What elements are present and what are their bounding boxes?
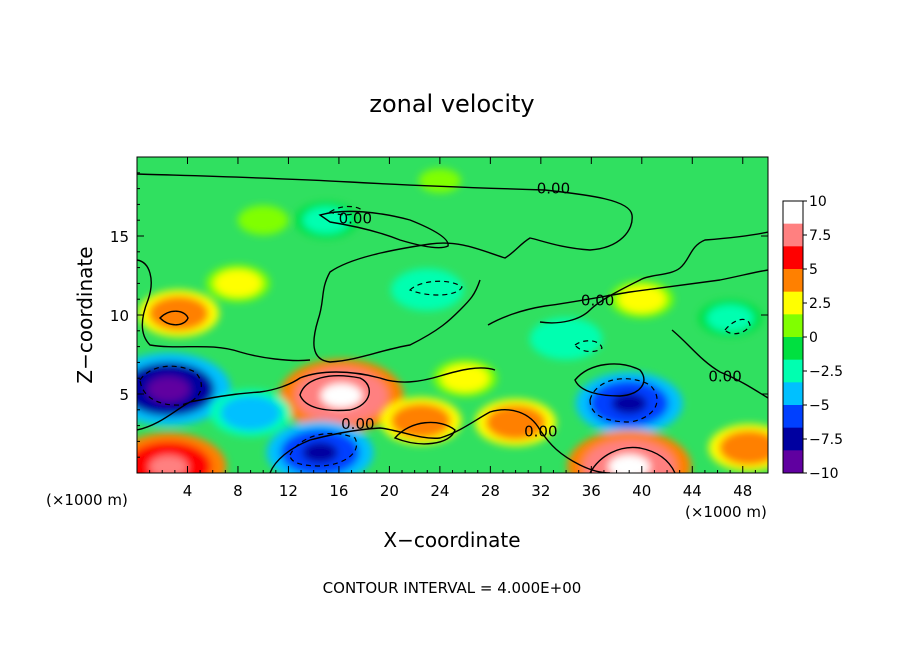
- velocity-field: 0.00 0.00 0.00 0.00 0.00 0.00: [137, 157, 768, 473]
- contour-right: [539, 231, 768, 324]
- field-feature-core: [149, 455, 188, 473]
- y-axis-title: Z−coordinate: [73, 246, 97, 383]
- x-axis: 4 8 12 16 20 24 28 32 36 40 44 48: [149, 157, 756, 500]
- contour-label: 0.00: [341, 415, 374, 433]
- y-axis: 5 10 15: [110, 172, 768, 458]
- colorbar-segment: [783, 291, 803, 315]
- field-feature: [485, 404, 546, 440]
- field-feature-core: [611, 393, 647, 414]
- colorbar-tick-label: −7.5: [809, 432, 843, 448]
- neg-contour-right-cell: [724, 318, 751, 335]
- contour-upper: [318, 210, 449, 249]
- contour-mid: [137, 259, 311, 362]
- field-feature-core: [608, 454, 650, 473]
- field-feature-core: [320, 383, 363, 408]
- colorbar-tick-label: 0: [809, 330, 818, 346]
- neg-contour-lower-vortex: [289, 432, 358, 467]
- contour-label: 0.00: [339, 209, 372, 227]
- neg-contour-right-vortex: [589, 378, 658, 423]
- contour-label: 0.00: [524, 423, 557, 441]
- contour-low: [137, 367, 496, 431]
- field-feature-core: [147, 377, 190, 402]
- colorbar-segment: [783, 427, 803, 451]
- x-unit-label-right: (×1000 m): [685, 503, 767, 521]
- field-feature: [539, 323, 593, 355]
- colorbar-segment: [783, 359, 803, 383]
- negative-contours: [139, 205, 751, 467]
- contour-positive-left: [159, 310, 189, 326]
- x-tick-label: 8: [233, 482, 243, 500]
- x-tick-label: 36: [582, 482, 601, 500]
- y-tick-label: 5: [119, 386, 129, 404]
- colorbar-segment: [783, 314, 803, 338]
- field-feature: [441, 364, 489, 392]
- contour-bottom: [269, 409, 611, 473]
- x-tick-label: 4: [183, 482, 193, 500]
- field-feature: [400, 274, 455, 306]
- field-feature: [244, 209, 282, 232]
- colorbar-tick-label: 2.5: [809, 296, 831, 312]
- contour-lower-ring: [393, 421, 456, 445]
- colorbar-segment: [783, 450, 803, 474]
- colorbar-tick-label: −10: [809, 466, 839, 482]
- colorbar-segment: [783, 201, 803, 225]
- x-tick-label: 16: [329, 482, 348, 500]
- x-tick-label: 40: [632, 482, 651, 500]
- neg-contour-upper-cell: [408, 280, 463, 296]
- contour-label: 0.00: [581, 292, 614, 310]
- x-unit-label-left: (×1000 m): [46, 491, 128, 509]
- field-feature: [424, 171, 456, 190]
- contour-interval-note: CONTOUR INTERVAL = 4.000E+00: [323, 579, 582, 597]
- zero-contours: [137, 173, 768, 473]
- y-tick-label: 10: [110, 307, 129, 325]
- contour-label: 0.00: [537, 179, 570, 197]
- field-blobs: [137, 168, 768, 473]
- colorbar-segment: [783, 223, 803, 247]
- contour-label: 0.00: [708, 367, 741, 385]
- field-feature: [148, 295, 209, 331]
- colorbar-tick-label: 5: [809, 262, 818, 278]
- colorbar-tick-label: −2.5: [809, 364, 843, 380]
- x-tick-label: 12: [279, 482, 298, 500]
- contour-bottomright: [589, 446, 676, 473]
- field-feature: [220, 395, 281, 431]
- colorbar-segment: [783, 405, 803, 429]
- colorbar-segment: [783, 269, 803, 293]
- chart-title: zonal velocity: [369, 90, 534, 118]
- contour-lowright: [671, 329, 768, 399]
- colorbar-tick-label: 10: [809, 194, 827, 210]
- neg-contour-mid-cell: [574, 340, 603, 353]
- contour-high-core: [299, 375, 370, 412]
- colorbar: 10 7.5 5 2.5 0 −2.5 −5 −7.5 −10: [782, 194, 843, 482]
- colorbar-tick-label: −5: [809, 398, 830, 414]
- field-feature: [214, 269, 262, 298]
- x-tick-label: 48: [733, 482, 752, 500]
- x-tick-label: 28: [481, 482, 500, 500]
- field-feature: [706, 304, 754, 332]
- contour-labels: 0.00 0.00 0.00 0.00 0.00 0.00: [339, 179, 742, 440]
- colorbar-tick-label: 7.5: [809, 228, 831, 244]
- colorbar-segment: [783, 337, 803, 361]
- field-feature: [719, 430, 768, 466]
- contour-right-ring: [574, 363, 645, 397]
- field-feature: [390, 403, 451, 439]
- y-tick-label: 15: [110, 228, 129, 246]
- x-tick-label: 20: [380, 482, 399, 500]
- neg-contour-upper-left: [328, 205, 363, 216]
- colorbar-segment: [783, 246, 803, 270]
- field-feature: [618, 285, 666, 313]
- x-tick-label: 44: [683, 482, 702, 500]
- field-feature-core: [302, 442, 338, 463]
- x-tick-label: 32: [531, 482, 550, 500]
- contour-top: [137, 173, 633, 363]
- x-tick-label: 24: [430, 482, 449, 500]
- colorbar-segment: [783, 382, 803, 406]
- x-axis-title: X−coordinate: [383, 528, 520, 552]
- contour-ridge: [487, 269, 768, 326]
